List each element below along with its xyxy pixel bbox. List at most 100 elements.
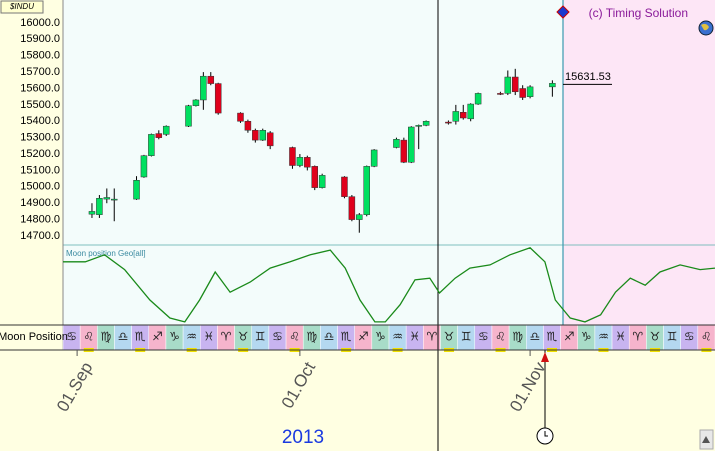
candle-body xyxy=(356,214,363,220)
zodiac-sign: ♑ xyxy=(375,330,386,344)
zodiac-sign: ♍ xyxy=(512,330,523,344)
candle-body xyxy=(400,139,408,163)
candle-body xyxy=(148,134,155,156)
y-tick-label: 15600.0 xyxy=(20,82,60,94)
zodiac-sign: ♌ xyxy=(495,330,506,344)
candle-body xyxy=(103,197,111,200)
candle-body xyxy=(474,93,482,105)
candle-body xyxy=(497,93,504,95)
zodiac-sign: ♈ xyxy=(221,330,232,344)
zodiac-sign: ♉ xyxy=(444,330,455,344)
candle-body xyxy=(348,196,356,220)
zodiac-sign: ♊ xyxy=(667,330,678,344)
candle-body xyxy=(311,166,318,188)
candle-body xyxy=(296,157,304,166)
pointer-arrow xyxy=(541,352,549,362)
y-tick-label: 14800.0 xyxy=(20,214,60,226)
candle-body xyxy=(504,76,512,94)
y-tick-label: 15100.0 xyxy=(20,164,60,176)
candle-body xyxy=(214,83,222,114)
candle-body xyxy=(96,198,103,215)
candle-body xyxy=(511,76,519,93)
candle-body xyxy=(110,198,118,201)
candle-body xyxy=(393,139,400,148)
y-tick-label: 15800.0 xyxy=(20,50,60,62)
candle-body xyxy=(155,133,163,138)
globe-land xyxy=(701,23,709,31)
candle-body xyxy=(266,132,274,147)
zodiac-sign: ♈ xyxy=(632,330,643,344)
candle-body xyxy=(526,86,534,97)
now-marker[interactable] xyxy=(556,5,570,19)
candle-body xyxy=(467,103,474,120)
zodiac-sign: ♋ xyxy=(272,330,283,344)
zodiac-sign: ♒ xyxy=(598,330,609,344)
zodiac-sign: ♐ xyxy=(152,330,163,344)
last-value-label: 15631.53 xyxy=(565,71,611,83)
candle-body xyxy=(207,75,215,84)
zodiac-sign: ♋ xyxy=(684,330,695,344)
zodiac-sign: ♓ xyxy=(615,330,626,344)
zodiac-sign: ♑ xyxy=(581,330,592,344)
y-tick-label: 15900.0 xyxy=(20,33,60,45)
candle-body xyxy=(519,88,526,98)
zodiac-sign: ♌ xyxy=(289,330,300,344)
zodiac-sign: ♌ xyxy=(83,330,94,344)
zodiac-sign: ♋ xyxy=(478,330,489,344)
zodiac-sign: ♐ xyxy=(564,330,575,344)
zodiac-sign: ♑ xyxy=(169,330,180,344)
candle-body xyxy=(422,121,430,126)
zodiac-sign: ♏ xyxy=(341,330,352,344)
zodiac-sign: ♒ xyxy=(392,330,403,344)
zodiac-sign: ♉ xyxy=(238,330,249,344)
candle-body xyxy=(259,130,267,141)
zodiac-sign: ♈ xyxy=(427,330,438,344)
panel-label: Moon position Geo[all] xyxy=(66,249,146,258)
zodiac-sign: ♐ xyxy=(358,330,369,344)
y-tick-label: 15700.0 xyxy=(20,66,60,78)
candle-body xyxy=(185,105,192,127)
moon-strip: ♋ ♌ ♍ ♎ ♏ ♐ ♑ ♒ ♓ ♈ ♉ ♊ ♋ ♌ ♍ ♎ ♏ ♐ ♑ ♒ ♓ ♈ ♉ ♊ ♋ ♌ ♍ ♎ ♏ ♐ ♑ ♒ ♓ ♈ ♉ ♊ ♋ ♌ xyxy=(62,324,715,352)
zodiac-sign: ♓ xyxy=(409,330,420,344)
zodiac-sign: ♎ xyxy=(118,330,129,344)
future-area xyxy=(563,0,715,325)
candle-body xyxy=(370,149,378,167)
candle-body xyxy=(304,157,311,168)
candle-body xyxy=(460,112,467,119)
zodiac-sign: ♏ xyxy=(547,330,558,344)
candle-body xyxy=(408,126,415,163)
candle-body xyxy=(162,125,170,135)
y-tick-label: 14700.0 xyxy=(20,230,60,242)
candle-body xyxy=(341,176,348,197)
candle-body xyxy=(244,121,252,131)
y-tick-label: 15400.0 xyxy=(20,115,60,127)
y-tick-label: 15300.0 xyxy=(20,132,60,144)
candle-body xyxy=(289,147,296,166)
zodiac-sign: ♍ xyxy=(101,330,112,344)
zodiac-sign: ♍ xyxy=(306,330,317,344)
scroll-arrow xyxy=(702,436,710,443)
candle-body xyxy=(252,130,259,141)
symbol: $INDU xyxy=(9,2,34,11)
candle-body xyxy=(549,83,556,88)
y-tick-label: 16000.0 xyxy=(20,17,60,29)
year-label: 2013 xyxy=(282,427,324,448)
zodiac-sign: ♉ xyxy=(650,330,661,344)
candle-body xyxy=(318,175,326,188)
candle-body xyxy=(133,180,140,200)
candle-body xyxy=(237,112,244,122)
candle-body xyxy=(88,211,96,215)
y-tick-label: 14900.0 xyxy=(20,197,60,209)
zodiac-sign: ♎ xyxy=(529,330,540,344)
zodiac-sign: ♊ xyxy=(461,330,472,344)
zodiac-sign: ♒ xyxy=(186,330,197,344)
y-tick-label: 15500.0 xyxy=(20,99,60,111)
zodiac-sign: ♏ xyxy=(135,330,146,344)
candle-body xyxy=(415,125,422,127)
candle-body xyxy=(452,111,460,122)
candle-body xyxy=(192,99,200,106)
candle-body xyxy=(363,166,370,215)
moon-line xyxy=(63,247,715,323)
clock-hands xyxy=(544,431,548,437)
